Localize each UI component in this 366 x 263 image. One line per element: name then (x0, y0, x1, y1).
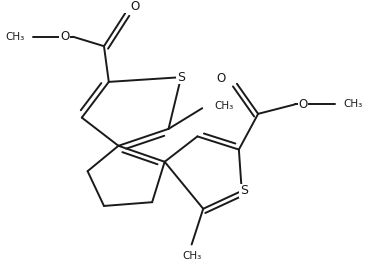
Text: CH₃: CH₃ (343, 99, 362, 109)
Text: CH₃: CH₃ (215, 101, 234, 111)
Text: O: O (299, 98, 308, 111)
Text: O: O (60, 30, 69, 43)
Text: S: S (240, 184, 248, 198)
Text: O: O (130, 0, 139, 13)
Text: S: S (177, 71, 185, 84)
Text: CH₃: CH₃ (6, 32, 25, 42)
Text: O: O (216, 72, 225, 85)
Text: CH₃: CH₃ (182, 251, 201, 261)
